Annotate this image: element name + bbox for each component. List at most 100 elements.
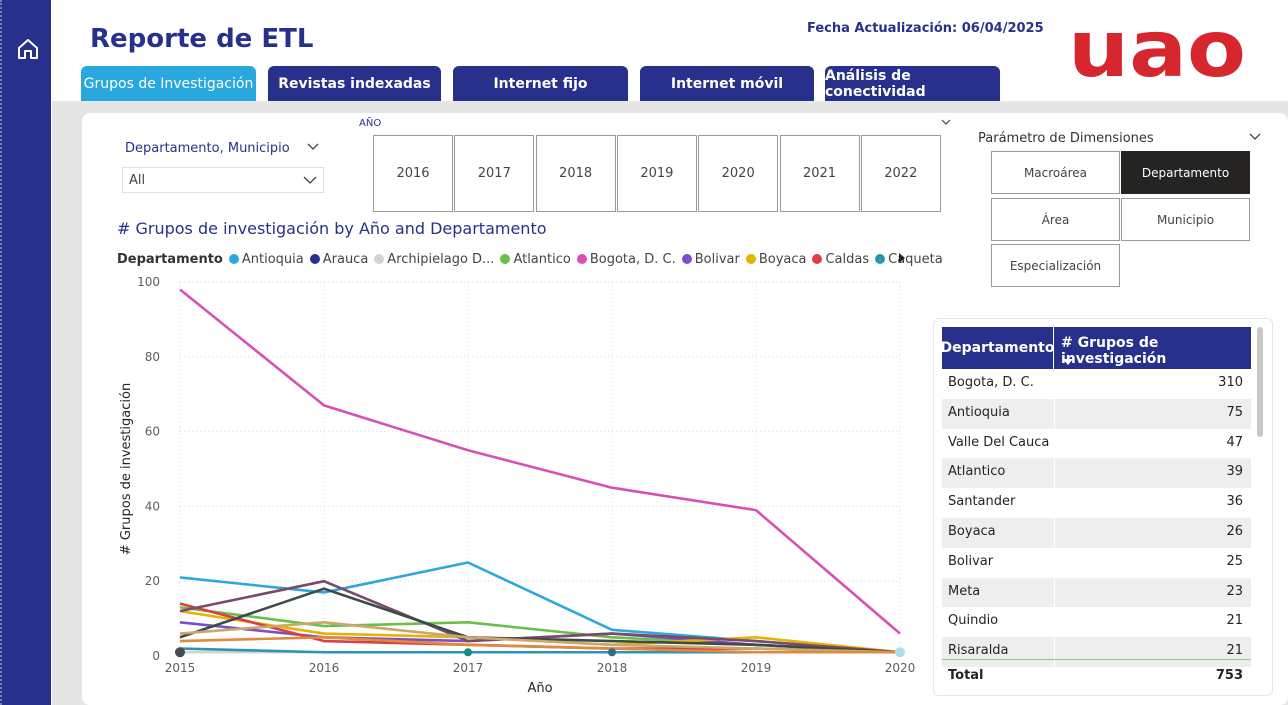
legend-swatch [875, 254, 886, 264]
dimension-option[interactable]: Municipio [1121, 198, 1250, 241]
cell-departamento: Bogota, D. C. [948, 375, 1034, 390]
cell-grupos: 36 [1226, 494, 1243, 510]
cell-grupos: 47 [1226, 434, 1243, 450]
cell-grupos: 25 [1226, 553, 1243, 569]
legend-item[interactable]: Atlantico [500, 251, 571, 267]
chevron-down-icon[interactable] [306, 140, 320, 154]
chart-title: # Grupos de investigación by Año and Dep… [117, 219, 547, 238]
cell-departamento: Atlantico [948, 464, 1006, 480]
table-row[interactable]: Risaralda 21 [942, 637, 1251, 667]
chevron-down-icon[interactable] [940, 116, 952, 128]
chevron-down-icon[interactable] [1248, 130, 1262, 144]
column-separator [1054, 547, 1055, 578]
legend-label: Atlantico [513, 251, 571, 267]
table-row[interactable]: Boyaca 26 [942, 517, 1251, 548]
cell-grupos: 39 [1226, 464, 1243, 480]
legend-label: Arauca [322, 251, 369, 267]
legend-item[interactable]: Caldas [812, 252, 869, 267]
location-slicer-title: Departamento, Municipio [125, 141, 290, 156]
year-option[interactable]: 2019 [616, 135, 697, 212]
column-header-grupos[interactable]: # Grupos de investigación [1061, 335, 1167, 367]
tab-1[interactable]: Revistas indexadas [268, 66, 441, 101]
y-tick-label: 60 [145, 425, 160, 439]
legend-item[interactable]: Bogota, D. C. [576, 251, 676, 267]
column-separator [1054, 428, 1055, 459]
legend-swatch [576, 254, 587, 264]
svg-text:uao: uao [1068, 18, 1246, 84]
series-line [179, 621, 901, 654]
tab-3[interactable]: Internet móvil [640, 66, 814, 101]
y-tick-label: 100 [137, 275, 160, 289]
y-tick-label: 40 [145, 499, 160, 513]
cell-grupos: 75 [1226, 404, 1243, 420]
cell-departamento: Quindio [948, 613, 999, 629]
dimension-option[interactable]: Departamento [1121, 151, 1250, 194]
cell-departamento: Risaralda [948, 643, 1009, 659]
column-separator [1054, 517, 1055, 548]
home-icon[interactable] [15, 36, 41, 62]
year-option[interactable]: 2020 [698, 135, 779, 212]
departments-table: Departamento # Grupos de investigación B… [933, 318, 1273, 696]
series-line [179, 635, 900, 654]
legend-item[interactable]: Archipielago D... [374, 252, 494, 267]
legend-swatch [228, 254, 239, 264]
legend-item[interactable]: Bolivar [681, 252, 740, 267]
x-tick-label: 2017 [453, 661, 484, 675]
column-separator [1054, 369, 1055, 399]
column-separator [1054, 458, 1055, 489]
dimension-option[interactable]: Macroárea [991, 151, 1120, 194]
legend-swatch [681, 254, 692, 264]
legend-label: Archipielago D... [387, 251, 495, 267]
cell-grupos: 23 [1226, 583, 1243, 599]
y-tick-label: 0 [152, 649, 160, 663]
dimension-option[interactable]: Área [991, 198, 1120, 241]
series-line [179, 587, 901, 654]
table-row[interactable]: Santander 36 [942, 488, 1251, 518]
table-row[interactable]: Bogota, D. C. 310 [942, 369, 1251, 399]
x-tick-label: 2015 [165, 661, 196, 675]
year-option[interactable]: 2021 [779, 135, 860, 212]
tab-0[interactable]: Grupos de Investigación [81, 66, 256, 101]
tab-4[interactable]: Análisis de conectividad [825, 66, 1000, 101]
legend-label: Caqueta [888, 251, 943, 267]
table-scrollbar[interactable] [1257, 327, 1263, 437]
cell-grupos: 26 [1226, 523, 1243, 539]
table-row[interactable]: Bolivar 25 [942, 547, 1251, 578]
report-title: Reporte de ETL [90, 24, 314, 54]
table-row[interactable]: Quindio 21 [942, 607, 1251, 638]
legend-label: Caldas [825, 251, 870, 267]
column-separator [1054, 637, 1055, 667]
dimension-option[interactable]: Especialización [991, 244, 1120, 287]
table-total-row: Total 753 [942, 659, 1251, 691]
legend-label: Antioquia [241, 251, 304, 267]
sort-descending-icon [1063, 359, 1073, 365]
cell-departamento: Valle Del Cauca [948, 434, 1050, 450]
year-option[interactable]: 2018 [535, 135, 616, 212]
table-row[interactable]: Atlantico 39 [942, 458, 1251, 489]
legend-item[interactable]: Boyaca [745, 251, 807, 267]
legend-next-icon[interactable] [897, 252, 907, 264]
series-point [175, 647, 185, 658]
year-option[interactable]: 2017 [454, 135, 535, 212]
y-tick-label: 20 [145, 574, 160, 588]
legend-item[interactable]: Caqueta [875, 252, 943, 267]
tab-2[interactable]: Internet fijo [453, 66, 628, 101]
legend-swatch [745, 254, 756, 264]
series-line [179, 288, 901, 635]
cell-departamento: Santander [948, 494, 1016, 510]
legend-label: Bogota, D. C. [589, 251, 676, 267]
legend-item[interactable]: Antioquia [228, 251, 304, 267]
column-separator [1054, 398, 1055, 429]
year-slicer-title: AÑO [359, 118, 382, 129]
table-row[interactable]: Valle Del Cauca 47 [942, 428, 1251, 459]
table-row[interactable]: Antioquia 75 [942, 398, 1251, 429]
legend-label: Boyaca [758, 251, 807, 267]
year-option[interactable]: 2016 [373, 135, 453, 212]
year-option[interactable]: 2022 [860, 135, 941, 212]
location-dropdown[interactable]: All [122, 167, 324, 193]
y-tick-label: 80 [145, 350, 160, 364]
table-row[interactable]: Meta 23 [942, 577, 1251, 608]
legend-swatch [500, 254, 511, 264]
column-header-departamento[interactable]: Departamento [941, 327, 1055, 369]
legend-item[interactable]: Arauca [309, 251, 369, 267]
